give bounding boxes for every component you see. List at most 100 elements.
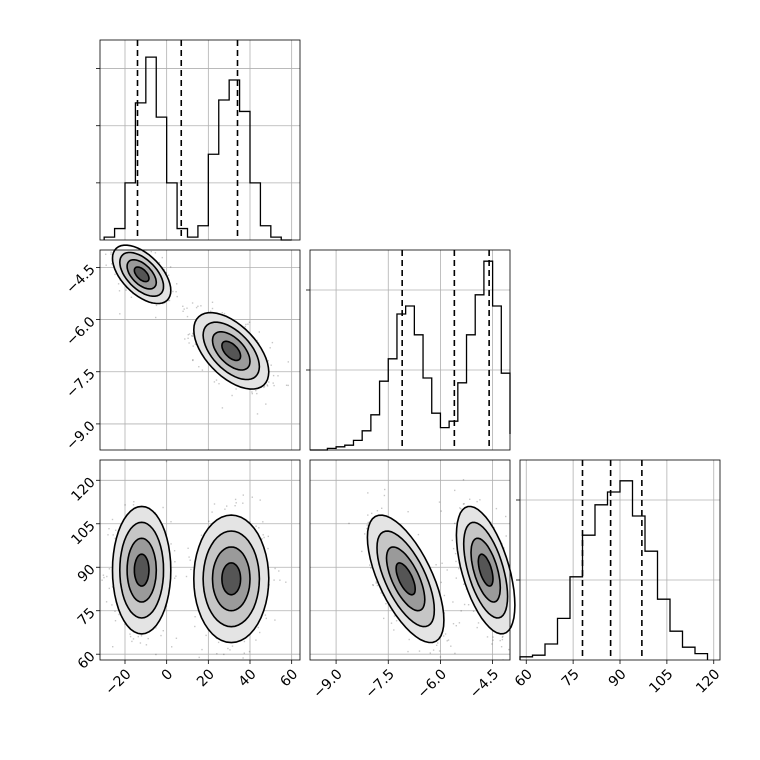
scatter-point [279, 579, 281, 581]
scatter-point [511, 595, 512, 596]
scatter-point [175, 291, 177, 293]
scatter-point [451, 539, 453, 542]
scatter-point [376, 584, 379, 587]
scatter-point [111, 518, 114, 521]
panel-frame-scatter [99, 459, 301, 661]
scatter-point [371, 512, 373, 515]
scatter-point [272, 374, 275, 377]
scatter-point [443, 635, 445, 637]
density-group [367, 506, 510, 643]
scatter-point [505, 515, 507, 518]
scatter-point [437, 642, 439, 644]
scatter-point [278, 570, 280, 572]
scatter-point [155, 304, 158, 307]
scatter-point [258, 527, 260, 529]
scatter-point [467, 604, 470, 606]
scatter-point [200, 305, 202, 307]
scatter-point [439, 656, 442, 658]
scatter-point [188, 342, 190, 344]
scatter-point [242, 494, 244, 496]
scatter-point [111, 263, 113, 265]
scatter-point [431, 670, 432, 671]
density-fill [478, 554, 493, 587]
scatter-point [158, 261, 161, 264]
y-tick-label: 120 [68, 475, 98, 505]
scatter-point [246, 664, 247, 665]
scatter-point [249, 521, 251, 523]
scatter-point [137, 635, 139, 638]
scatter-point [393, 615, 396, 617]
scatter-point [132, 504, 135, 506]
scatter-point [200, 534, 203, 536]
scatter-point [231, 645, 234, 647]
scatter-point [129, 633, 131, 635]
scatter-point [191, 302, 194, 304]
scatter-point [372, 584, 374, 587]
scatter-point [454, 489, 456, 492]
scatter-point [129, 635, 132, 638]
scatter-point [268, 381, 270, 383]
histogram-step-1 [310, 260, 511, 451]
scatter-point [515, 627, 516, 628]
scatter-point [217, 641, 220, 644]
scatter-point [83, 236, 84, 237]
scatter-point [274, 567, 276, 570]
scatter-point [161, 256, 163, 259]
scatter-point [469, 498, 471, 500]
scatter-point [124, 623, 126, 625]
scatter-point [213, 381, 216, 383]
scatter-point [150, 250, 152, 253]
scatter-point [508, 648, 510, 651]
y-tick-label: −4.5 [63, 262, 98, 297]
scatter-point [171, 646, 173, 648]
scatter-point [243, 640, 246, 643]
scatter-point [192, 359, 194, 361]
panel-frame-scatter [99, 249, 301, 451]
contour-line [477, 553, 494, 587]
scatter-point [251, 496, 253, 498]
contour-line [462, 521, 509, 619]
contour-line [111, 244, 172, 305]
contour-line [192, 311, 270, 390]
scatter-point [539, 576, 540, 577]
scatter-point [266, 385, 269, 387]
scatter-point [213, 503, 216, 505]
scatter-point [251, 391, 253, 393]
scatter-point [263, 536, 265, 539]
scatter-point [455, 625, 457, 627]
contour-line [111, 505, 172, 635]
scatter-point [367, 521, 369, 524]
scatter-point [170, 543, 172, 545]
scatter-point [211, 307, 214, 310]
scatter-point [267, 547, 269, 550]
scatter-point [479, 499, 481, 501]
histogram-step-0 [103, 56, 292, 241]
scatter-point [187, 547, 189, 549]
contour-line [133, 266, 150, 283]
x-tick-label: 0 [159, 666, 177, 684]
x-tick-label: 60 [277, 666, 301, 690]
scatter-point [231, 394, 233, 397]
scatter-point [154, 252, 157, 254]
panel-frame-scatter [309, 459, 511, 661]
scatter-point [446, 569, 448, 571]
scatter-point [130, 296, 133, 298]
scatter-point [472, 610, 475, 612]
scatter-point [234, 498, 237, 501]
scatter-point [167, 299, 170, 302]
scatter-point [110, 242, 111, 243]
scatter-point [287, 384, 289, 387]
scatter-point [438, 501, 441, 503]
x-tick-label: 40 [236, 666, 260, 690]
scatter-point [491, 643, 493, 645]
y-tick-label: 75 [75, 605, 99, 629]
scatter-point [244, 325, 246, 328]
scatter-point [192, 335, 194, 337]
scatter-point [492, 639, 494, 641]
x-tick-label: 20 [194, 666, 218, 690]
scatter-point [106, 575, 108, 578]
scatter-point [273, 384, 275, 387]
y-tick-label: 90 [75, 562, 99, 586]
y-tick-label: −9.0 [63, 418, 98, 453]
